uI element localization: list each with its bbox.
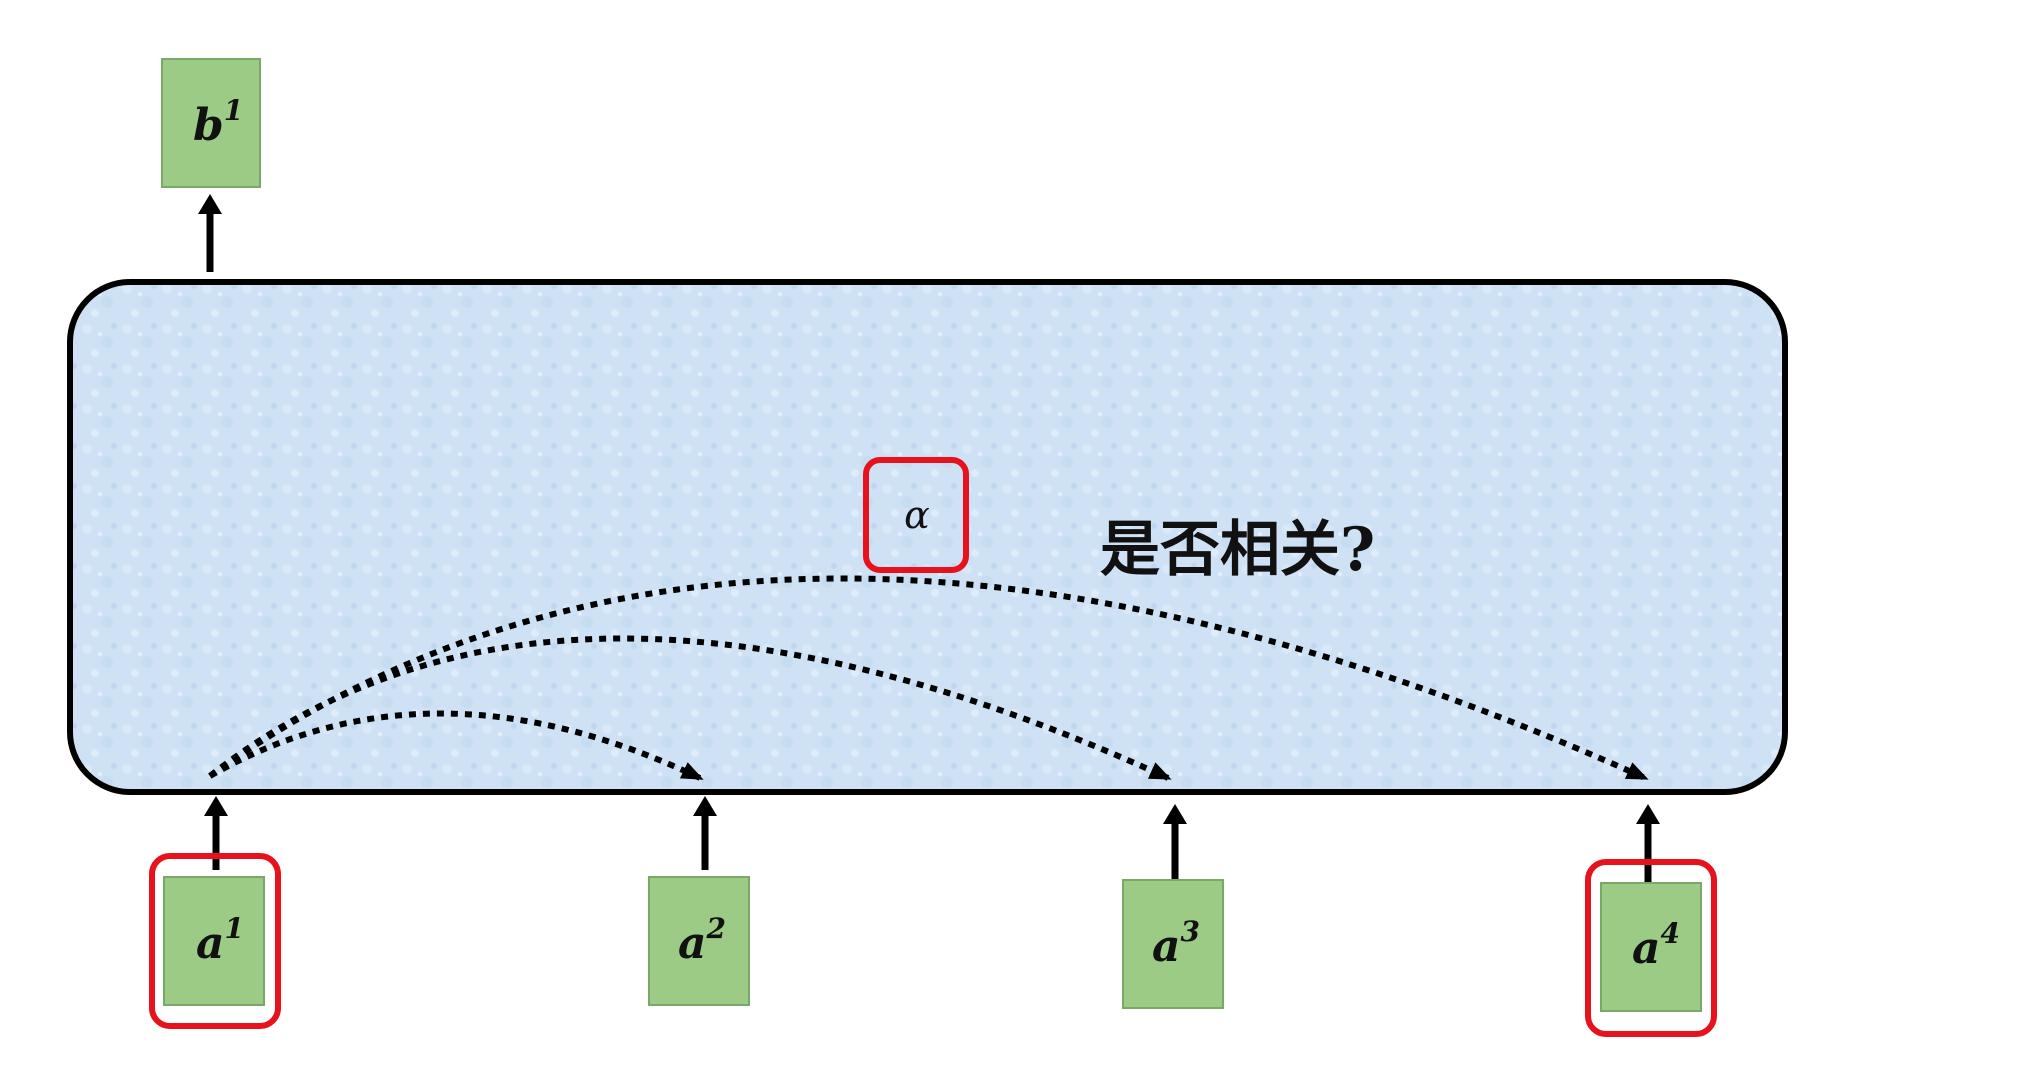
input-node-a2: a2	[648, 876, 750, 1006]
input-highlight-a1	[149, 853, 281, 1029]
input-arrow	[1163, 804, 1187, 880]
attention-arc-a1-a4	[208, 575, 1649, 781]
attention-arc-a1-a2	[208, 710, 704, 781]
attention-score-label: α	[904, 493, 930, 537]
svg-text:a2: a2	[678, 912, 726, 969]
input-node-a4: a4	[1600, 882, 1702, 1012]
relevance-question: 是否相关?	[1100, 515, 1375, 585]
svg-text:a4: a4	[1632, 917, 1680, 974]
input-arrow	[693, 796, 717, 870]
output-sup: 1	[224, 94, 243, 127]
input-highlight-a4	[1585, 859, 1717, 1037]
output-arrow	[198, 194, 222, 272]
svg-text:a1: a1	[196, 912, 244, 969]
svg-text:b1: b1	[193, 94, 243, 151]
svg-text:a3: a3	[1152, 915, 1200, 972]
input-arrow	[1636, 804, 1660, 882]
output-node: b1	[161, 58, 261, 188]
input-node-a1: a1	[163, 876, 265, 1006]
output-base: b	[193, 100, 224, 151]
input-node-a3: a3	[1122, 879, 1224, 1009]
attention-block	[67, 279, 1788, 795]
attention-score-box: α	[863, 457, 969, 573]
input-arrow	[204, 796, 228, 870]
